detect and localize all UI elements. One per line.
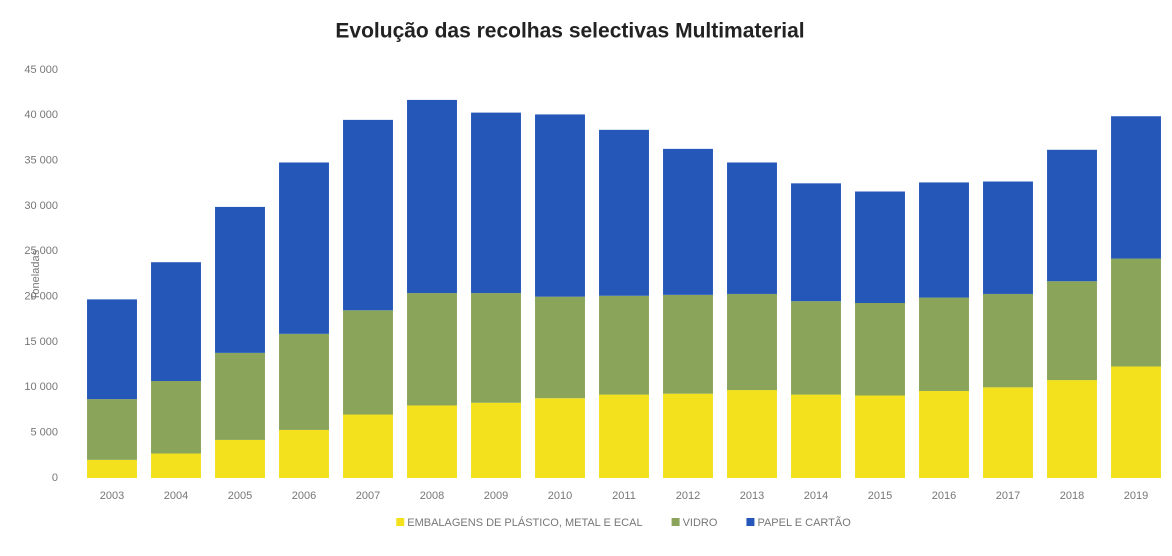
bar-segment: [87, 399, 137, 460]
bar-segment: [855, 395, 905, 478]
bar-segment: [535, 398, 585, 478]
x-tick-label: 2008: [420, 490, 444, 502]
bar-segment: [919, 297, 969, 391]
bar-segment: [1111, 258, 1161, 367]
bar-segment: [983, 181, 1033, 294]
bar-segment: [343, 310, 393, 415]
bar-segment: [599, 394, 649, 478]
y-tick-label: 45 000: [24, 64, 58, 76]
bar-segment: [471, 293, 521, 403]
legend-label: EMBALAGENS DE PLÁSTICO, METAL E ECAL: [407, 516, 642, 529]
y-tick-label: 5 000: [30, 427, 58, 439]
x-tick-label: 2006: [292, 490, 316, 502]
y-tick-label: 10 000: [24, 381, 58, 393]
bar-segment: [1111, 366, 1161, 478]
bar-segment: [535, 114, 585, 297]
bar-segment: [151, 262, 201, 381]
x-tick-label: 2012: [676, 490, 700, 502]
bar-segment: [663, 393, 713, 478]
x-tick-label: 2019: [1124, 490, 1148, 502]
bar-segment: [1047, 149, 1097, 282]
bar-segment: [215, 206, 265, 353]
bar-segment: [663, 148, 713, 295]
bar-segment: [471, 402, 521, 478]
bar-segment: [151, 453, 201, 478]
bar-segment: [407, 405, 457, 478]
legend-label: VIDRO: [683, 517, 718, 529]
y-tick-label: 15 000: [24, 336, 58, 348]
bar-segment: [855, 303, 905, 396]
x-tick-label: 2015: [868, 490, 892, 502]
bar-segment: [983, 387, 1033, 478]
bar-segment: [343, 414, 393, 478]
legend-label: PAPEL E CARTÃO: [757, 516, 851, 529]
bar-segment: [599, 295, 649, 395]
chart-title: Evolução das recolhas selectivas Multima…: [335, 20, 804, 43]
bar-segment: [343, 119, 393, 311]
bar-segment: [535, 296, 585, 399]
x-tick-label: 2013: [740, 490, 764, 502]
bar-segment: [919, 182, 969, 298]
bar-segment: [919, 390, 969, 478]
x-tick-label: 2004: [164, 490, 188, 502]
bar-segment: [215, 439, 265, 478]
bar-segment: [151, 380, 201, 454]
x-tick-label: 2017: [996, 490, 1020, 502]
bar-segment: [407, 293, 457, 406]
bar-segment: [87, 299, 137, 400]
bar-segment: [663, 294, 713, 394]
bar-segment: [791, 301, 841, 395]
bar-segment: [279, 162, 329, 334]
x-tick-label: 2005: [228, 490, 252, 502]
legend-swatch: [671, 518, 680, 526]
bar-segment: [215, 352, 265, 440]
bar-segment: [599, 129, 649, 296]
bar-segment: [1047, 380, 1097, 478]
bar-segment: [791, 394, 841, 478]
y-tick-label: 30 000: [24, 200, 58, 212]
x-tick-label: 2014: [804, 490, 828, 502]
x-tick-label: 2018: [1060, 490, 1084, 502]
bar-segment: [1047, 281, 1097, 381]
bar-segment: [791, 183, 841, 302]
bar-segment: [983, 293, 1033, 388]
x-tick-label: 2009: [484, 490, 508, 502]
legend-swatch: [396, 518, 405, 526]
y-tick-label: 20 000: [24, 291, 58, 303]
bar-segment: [727, 162, 777, 294]
x-tick-label: 2011: [612, 490, 636, 502]
x-tick-label: 2016: [932, 490, 956, 502]
legend-swatch: [746, 518, 755, 526]
y-tick-label: 0: [52, 472, 58, 484]
bar-segment: [727, 293, 777, 391]
y-axis-label: Toneladas: [30, 249, 42, 300]
y-tick-label: 25 000: [24, 245, 58, 257]
bar-segment: [279, 429, 329, 478]
bar-segment: [855, 191, 905, 304]
bar-segment: [1111, 116, 1161, 259]
x-tick-label: 2003: [100, 490, 124, 502]
bar-segment: [279, 333, 329, 430]
bar-segment: [471, 112, 521, 294]
x-tick-label: 2010: [548, 490, 572, 502]
x-tick-label: 2007: [356, 490, 380, 502]
y-tick-label: 40 000: [24, 109, 58, 121]
bar-segment: [407, 99, 457, 294]
bar-segment: [87, 459, 137, 478]
bar-segment: [727, 390, 777, 478]
y-tick-label: 35 000: [24, 155, 58, 167]
